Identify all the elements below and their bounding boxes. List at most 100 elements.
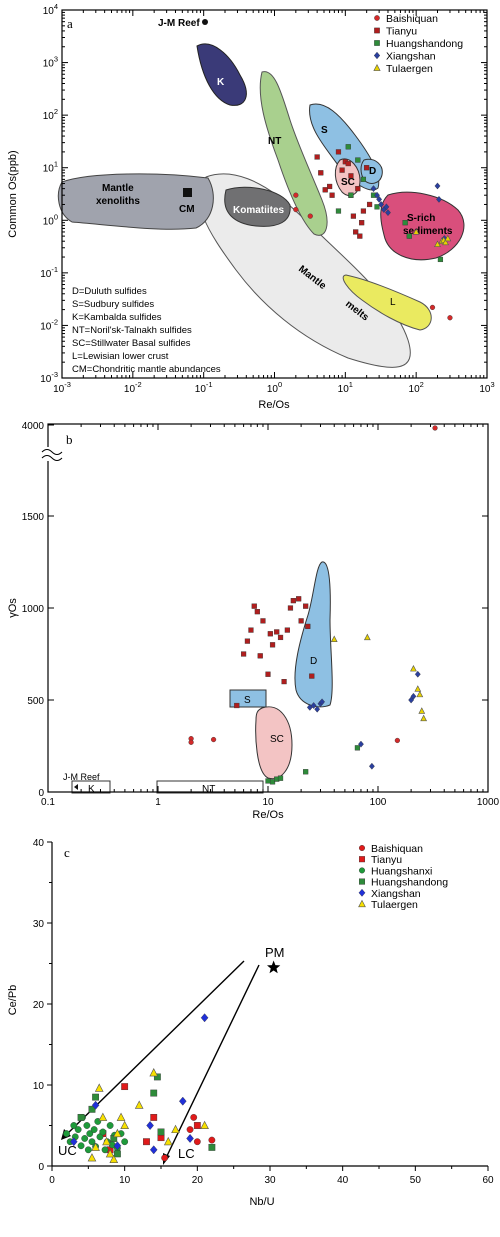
point-c-tulaergen xyxy=(87,1153,97,1162)
y-tick-label-b: 0 xyxy=(38,788,44,799)
x-tick-label-c: 20 xyxy=(192,1175,204,1186)
point-a-huangshandong xyxy=(348,192,354,198)
x-tick-label-a: 100 xyxy=(267,380,282,395)
point-a-baishiquan xyxy=(429,304,436,311)
legend-label-a: Baishiquan xyxy=(386,13,438,25)
legend-marker-c xyxy=(359,845,366,852)
point-b-baishiquan xyxy=(210,736,217,743)
point-c-huangshandong xyxy=(208,1143,216,1151)
x-axis-label-c: Nb/U xyxy=(249,1196,274,1208)
point-a-tianyu xyxy=(318,170,324,176)
point-b-tianyu xyxy=(277,634,284,641)
y-tick-label-c: 20 xyxy=(33,1000,45,1011)
point-a-xiangshan xyxy=(370,185,377,193)
point-b-tulaergen xyxy=(414,685,422,692)
point-a-huangshandong xyxy=(406,233,412,239)
field-nt-b xyxy=(156,780,264,794)
label-komatiites: Komatiites xyxy=(233,205,285,216)
x-tick-label-b: 10 xyxy=(262,797,274,808)
field-s-b xyxy=(229,689,267,708)
label-k: K xyxy=(217,77,225,88)
point-c-huangshandong xyxy=(92,1093,100,1101)
axes-a: 10-3 10-2 10-1 100 101 102 103 10-3 10-2 10-1 100 1… xyxy=(40,2,494,395)
y-tick-label-a: 10-2 xyxy=(40,317,58,332)
series-c xyxy=(63,1013,216,1164)
y-tick-label-a: 10-3 xyxy=(40,370,58,385)
point-a-tianyu xyxy=(359,220,365,226)
point-c-huangshanxi xyxy=(101,1146,109,1154)
point-a-tianyu xyxy=(314,154,320,160)
point-c-huangshandong xyxy=(153,1073,161,1081)
y-tick-label-a: 102 xyxy=(43,107,58,122)
point-c-baishiquan xyxy=(193,1138,201,1146)
point-b-xiangshan xyxy=(310,702,317,709)
y-tick-label-c: 0 xyxy=(38,1162,44,1173)
point-c-huangshanxi xyxy=(81,1135,89,1142)
point-a-tianyu xyxy=(327,183,333,190)
point-a-tulaergen xyxy=(444,234,452,242)
point-c-tulaergen xyxy=(91,1142,100,1151)
point-a-tianyu xyxy=(364,165,370,171)
point-b-tianyu xyxy=(287,605,294,611)
legend-label-a: Huangshandong xyxy=(386,38,463,50)
point-c-tulaergen xyxy=(171,1124,180,1134)
x-tick-label-b: 1 xyxy=(155,797,161,808)
point-b-tianyu xyxy=(309,673,315,679)
point-b-tianyu xyxy=(265,671,271,677)
point-b-tulaergen xyxy=(418,707,426,714)
label-cm: CM xyxy=(179,204,195,215)
legend-label-c: Baishiquan xyxy=(371,843,423,855)
y-tick-label-a: 104 xyxy=(43,2,58,17)
legend-label-c: Huangshandong xyxy=(371,877,448,889)
field-d-b xyxy=(294,561,333,708)
legend-label-c: Tulaergen xyxy=(371,899,418,911)
point-a-tianyu xyxy=(335,149,342,155)
point-b-xiangshan xyxy=(314,705,321,713)
point-b-baishiquan xyxy=(188,739,194,745)
point-c-tulaergen xyxy=(163,1136,173,1146)
point-a-huangshandong xyxy=(374,204,380,210)
point-c-huangshanxi xyxy=(70,1122,78,1129)
point-a-tianyu xyxy=(353,229,359,235)
point-c-xiangshan xyxy=(200,1013,209,1023)
point-c-tianyu xyxy=(150,1113,158,1121)
point-c-huangshanxi xyxy=(99,1128,107,1136)
panel-label-b: b xyxy=(66,432,73,447)
point-b-tianyu xyxy=(254,609,260,615)
point-c-tulaergen xyxy=(113,1128,122,1138)
pm-star xyxy=(267,960,281,974)
legend-label-a: Xiangshan xyxy=(386,51,436,63)
point-a-baishiquan xyxy=(293,206,299,213)
label-s-rich: S-rich xyxy=(407,213,435,224)
point-a-tianyu xyxy=(348,173,354,179)
point-a-baishiquan xyxy=(447,315,453,321)
point-c-tulaergen xyxy=(105,1149,115,1158)
point-c-huangshanxi xyxy=(86,1130,94,1138)
legend-marker-c xyxy=(359,867,366,874)
point-c-tulaergen xyxy=(102,1136,111,1146)
x-tick-label-b: 1000 xyxy=(477,797,500,808)
label-s-b: S xyxy=(244,695,251,706)
jm-reef-marker-b xyxy=(74,784,78,790)
point-b-tianyu xyxy=(257,653,263,659)
legend-marker-a xyxy=(374,27,380,34)
point-b-huangshandong xyxy=(303,769,309,775)
legend-marker-c xyxy=(359,878,366,885)
y-axis-label-b: γOs xyxy=(7,598,19,618)
point-b-tianyu xyxy=(281,679,287,685)
x-tick-label-a: 103 xyxy=(479,380,494,395)
point-c-huangshanxi xyxy=(106,1122,114,1129)
point-b-xiangshan xyxy=(414,670,421,678)
point-a-tulaergen xyxy=(412,228,420,235)
point-c-tianyu xyxy=(157,1134,165,1142)
field-komatiites xyxy=(224,186,291,227)
field-sc-b xyxy=(255,706,293,780)
panel-c: PM UC LC 0 10 20 30 40 50 60 0 10 20 30 40 c Nb/U C… xyxy=(7,838,494,1208)
note-6: L=Lewisian lower crust xyxy=(72,351,169,362)
point-c-tulaergen xyxy=(116,1112,126,1121)
legend-label-c: Xiangshan xyxy=(371,888,421,900)
point-c-huangshanxi xyxy=(121,1138,129,1146)
label-uc: UC xyxy=(58,1143,77,1158)
y-axis-break xyxy=(40,447,63,461)
point-c-tulaergen xyxy=(149,1068,159,1077)
